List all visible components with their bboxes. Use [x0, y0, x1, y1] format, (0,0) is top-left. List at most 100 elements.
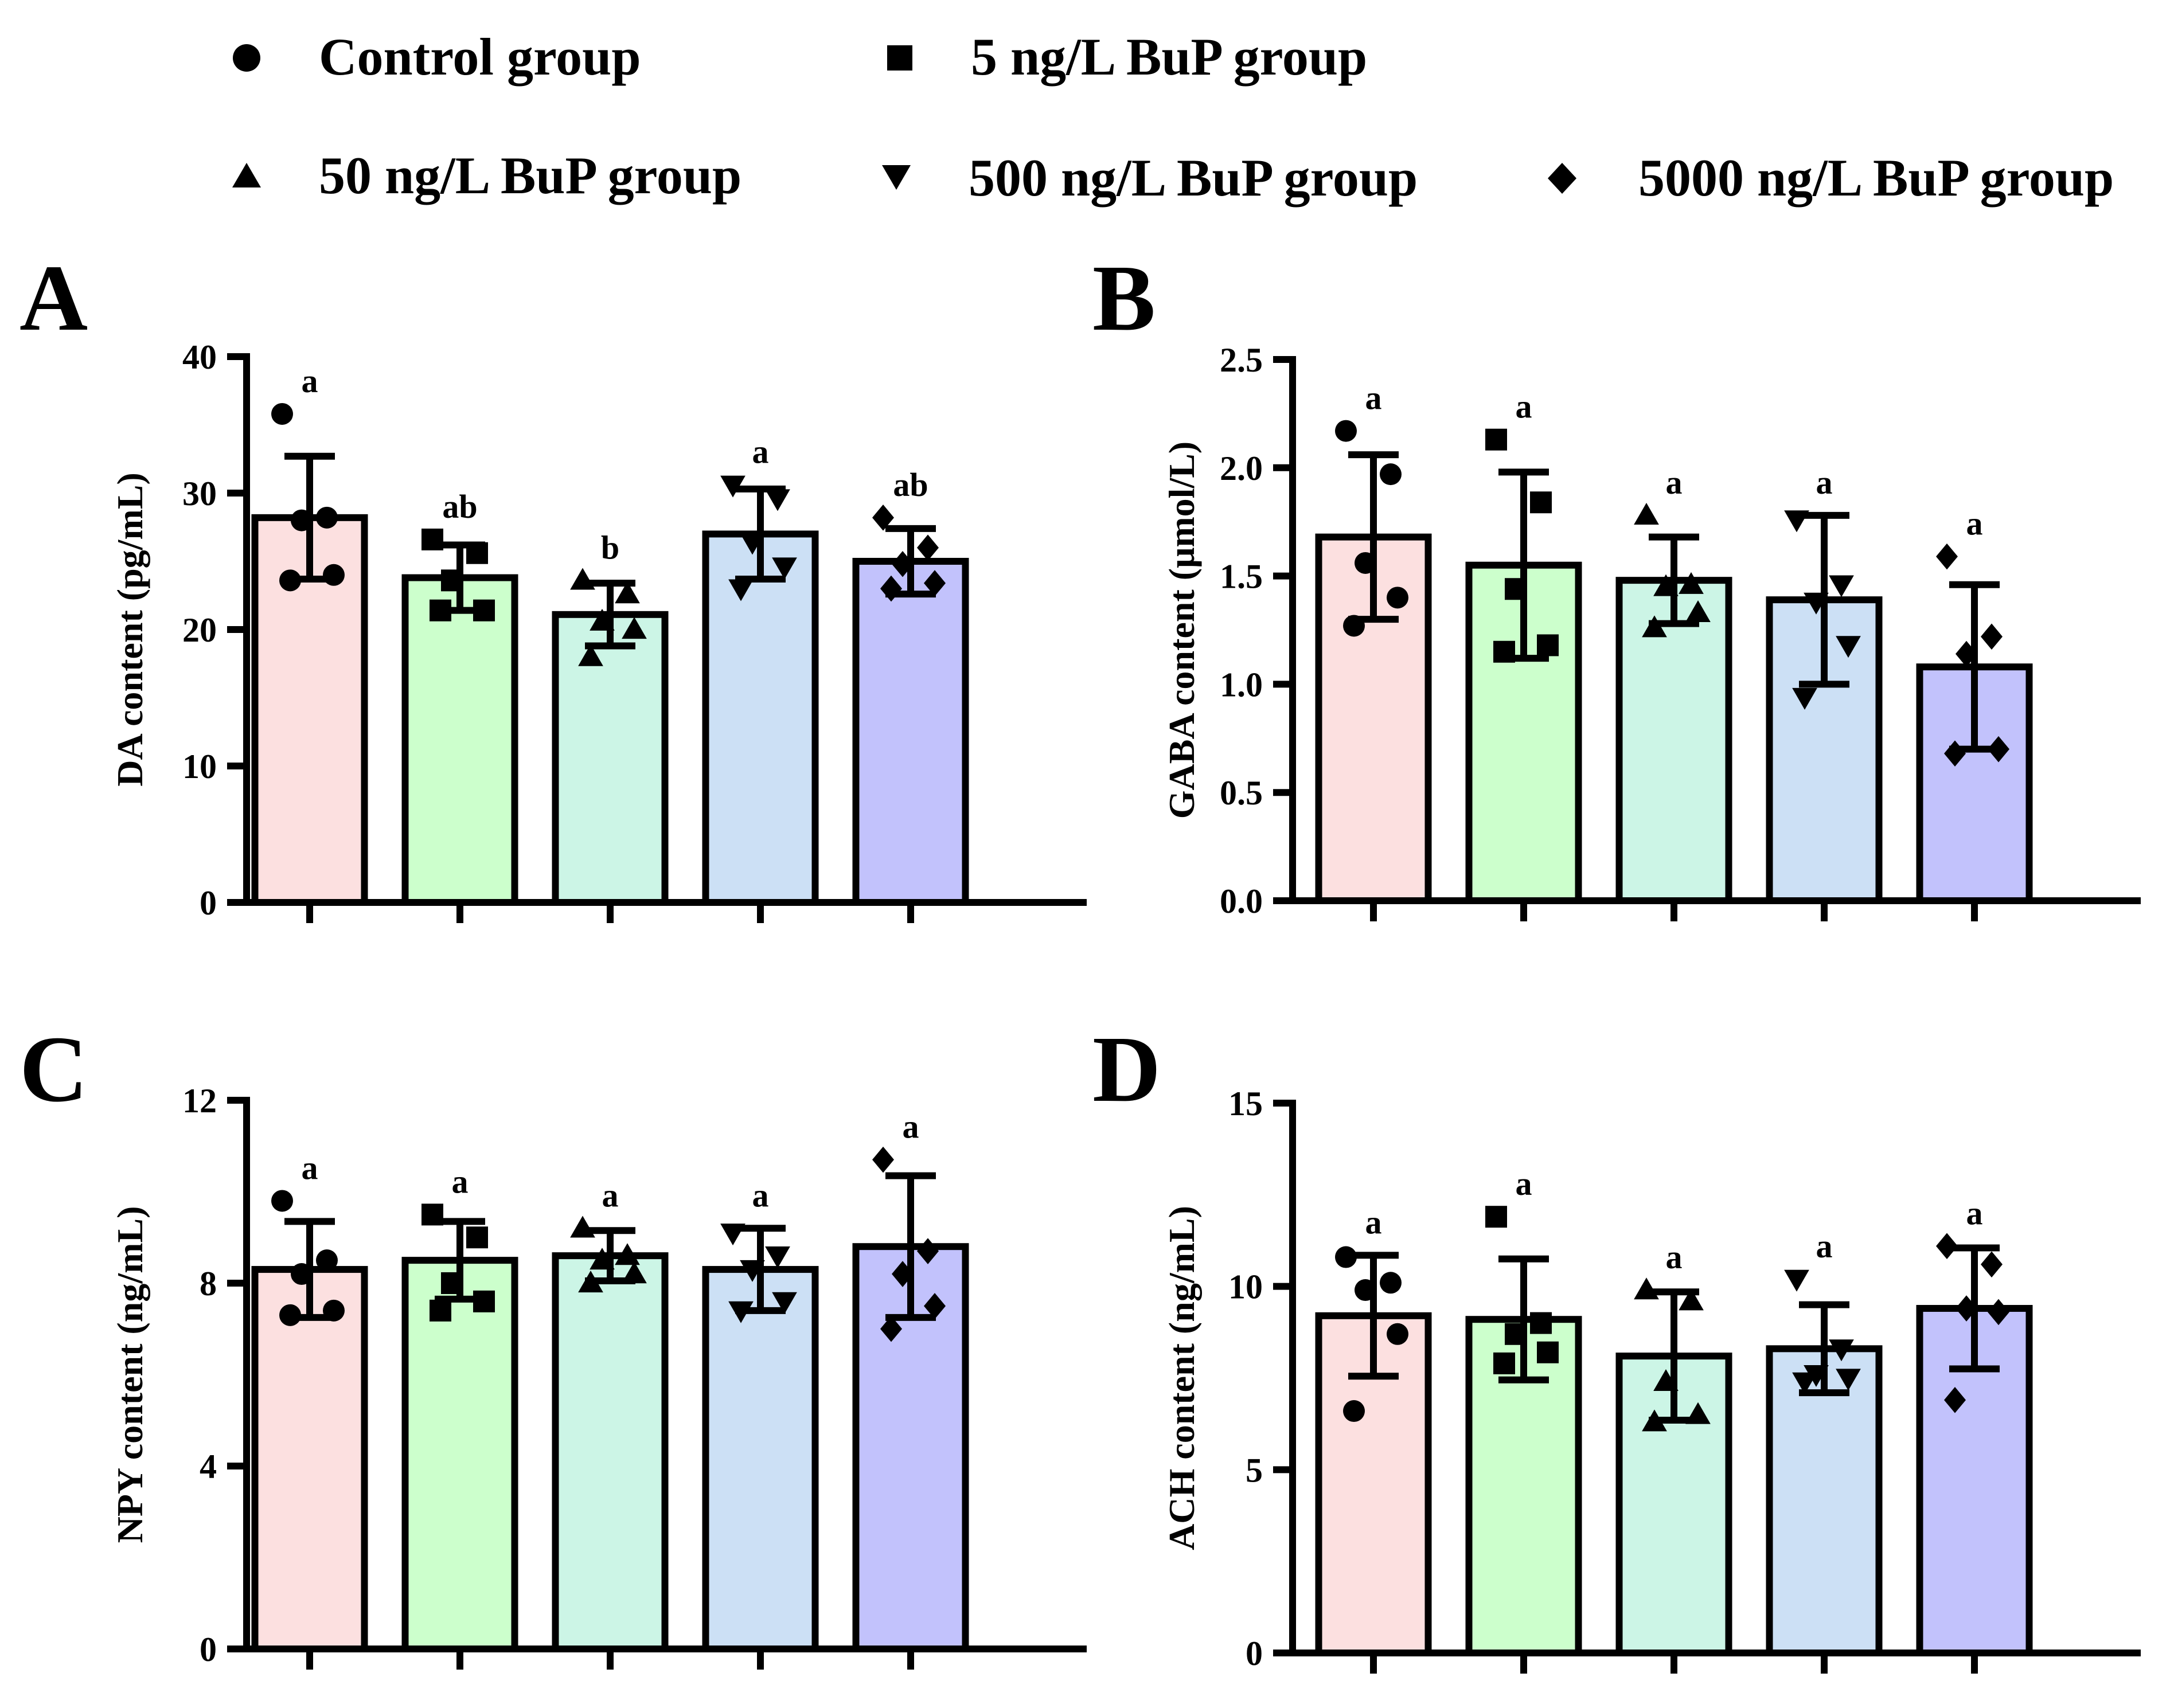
- y-axis-label-c: NPY content (ng/mL): [110, 1206, 150, 1543]
- data-point-50ng: [570, 1215, 595, 1238]
- data-point-50ng: [1642, 1409, 1667, 1432]
- significance-letter-50ng: a: [602, 1177, 619, 1214]
- data-point-5000ng: [917, 1238, 939, 1264]
- legend: Control group 5 ng/L BuP group 50 ng/L B…: [232, 28, 2114, 207]
- bar-50ng: [552, 611, 669, 906]
- y-tick-label-a: 0: [200, 884, 217, 922]
- data-point-500ng: [1836, 1369, 1861, 1391]
- data-point-500ng: [765, 1246, 790, 1268]
- data-point-50ng: [590, 608, 615, 631]
- data-point-5000ng: [872, 505, 894, 531]
- data-point-500ng: [1836, 636, 1861, 658]
- data-point-control: [1380, 1272, 1402, 1294]
- bar-500ng: [702, 530, 819, 906]
- data-point-5000ng: [1988, 1299, 2009, 1326]
- significance-letter-50ng: b: [601, 529, 619, 566]
- y-axis-label-d: ACH content (ng/mL): [1161, 1206, 1202, 1550]
- data-point-control: [271, 402, 293, 425]
- y-tick-label-c: 4: [200, 1448, 217, 1486]
- data-point-500ng: [740, 1260, 765, 1282]
- data-point-5ng: [466, 1226, 488, 1249]
- y-tick-label-b: 2.5: [1220, 341, 1263, 379]
- legend-marker-circle: [233, 44, 260, 72]
- y-tick-label-b: 0.0: [1220, 882, 1263, 920]
- legend-item-50ng: 50 ng/L BuP group: [232, 146, 741, 205]
- data-point-500ng: [1784, 510, 1809, 533]
- data-point-50ng: [1634, 1277, 1659, 1300]
- data-point-50ng: [1685, 600, 1711, 622]
- data-point-500ng: [1792, 1372, 1817, 1394]
- data-point-control: [1343, 615, 1365, 637]
- significance-letter-5000ng: a: [1966, 505, 1983, 542]
- legend-item-5ng: 5 ng/L BuP group: [887, 28, 1367, 86]
- data-point-50ng: [1679, 1288, 1704, 1311]
- data-point-control: [1335, 420, 1357, 442]
- data-point-500ng: [772, 1292, 797, 1314]
- significance-letter-50ng: a: [1666, 464, 1683, 501]
- data-point-control: [1355, 1279, 1376, 1301]
- legend-marker-square: [887, 45, 912, 71]
- data-point-50ng: [578, 644, 603, 666]
- legend-item-control: Control group: [233, 28, 641, 86]
- significance-letter-5ng: a: [1516, 1165, 1532, 1202]
- legend-label-control: Control group: [319, 28, 641, 86]
- data-point-5ng: [430, 1299, 451, 1322]
- data-point-50ng: [622, 617, 647, 639]
- data-point-5000ng: [1956, 640, 1977, 667]
- data-point-5ng: [430, 599, 451, 622]
- legend-item-5000ng: 5000 ng/L BuP group: [1548, 148, 2114, 207]
- data-point-5ng: [1537, 1341, 1559, 1363]
- data-point-5000ng: [924, 1293, 946, 1319]
- data-point-5ng: [1505, 578, 1527, 600]
- significance-letter-5ng: ab: [442, 488, 477, 525]
- data-point-500ng: [1792, 687, 1817, 710]
- significance-letter-5000ng: ab: [893, 466, 928, 503]
- data-point-500ng: [1829, 575, 1854, 597]
- data-point-500ng: [720, 475, 746, 498]
- y-tick-label-b: 0.5: [1220, 774, 1263, 812]
- data-point-50ng: [1653, 574, 1679, 596]
- data-point-5ng: [1537, 634, 1559, 656]
- data-point-5000ng: [917, 534, 939, 561]
- data-point-5000ng: [1936, 1233, 1958, 1260]
- data-point-control: [1387, 1323, 1408, 1345]
- legend-item-500ng: 500 ng/L BuP group: [882, 148, 1418, 207]
- data-point-50ng: [622, 1261, 647, 1284]
- data-point-control: [291, 1263, 313, 1285]
- data-point-5ng: [1530, 491, 1552, 514]
- chart-panel-c: NPY content (ng/mL) a a a a a 0 4 8 12: [110, 1082, 1087, 1670]
- data-point-50ng: [1642, 615, 1667, 638]
- y-tick-label-b: 2.0: [1220, 450, 1263, 487]
- data-point-control: [279, 569, 301, 592]
- y-tick-label-d: 0: [1246, 1635, 1263, 1672]
- panel-letter-b: B: [1092, 245, 1156, 350]
- y-tick-label-c: 8: [200, 1265, 217, 1303]
- legend-marker-diamond: [1548, 163, 1576, 194]
- significance-letter-500ng: a: [752, 1177, 769, 1214]
- bar-50ng: [1615, 1353, 1732, 1656]
- data-point-500ng: [728, 579, 754, 601]
- data-point-5ng: [473, 599, 495, 622]
- y-tick-label-a: 40: [182, 338, 217, 376]
- y-tick-label-d: 15: [1228, 1085, 1263, 1123]
- data-point-5ng: [473, 1290, 495, 1312]
- y-tick-label-d: 10: [1228, 1268, 1263, 1306]
- data-point-control: [291, 509, 313, 531]
- data-point-5000ng: [872, 1146, 894, 1173]
- data-point-5ng: [421, 1203, 443, 1226]
- data-point-5000ng: [892, 550, 914, 577]
- data-point-500ng: [1804, 592, 1829, 615]
- data-point-5000ng: [1956, 1295, 1977, 1322]
- y-tick-label-c: 12: [182, 1082, 217, 1120]
- legend-label-50ng: 50 ng/L BuP group: [319, 146, 741, 205]
- data-point-50ng: [615, 581, 640, 604]
- data-point-50ng: [578, 1271, 603, 1293]
- data-point-5000ng: [880, 1315, 902, 1342]
- significance-letter-5ng: a: [1516, 388, 1532, 425]
- data-point-5000ng: [1944, 740, 1966, 767]
- data-point-control: [1380, 463, 1402, 486]
- panel-letter-c: C: [19, 1017, 88, 1121]
- significance-letter-50ng: a: [1666, 1238, 1683, 1276]
- data-point-500ng: [728, 1301, 754, 1323]
- data-point-5000ng: [1981, 623, 2003, 650]
